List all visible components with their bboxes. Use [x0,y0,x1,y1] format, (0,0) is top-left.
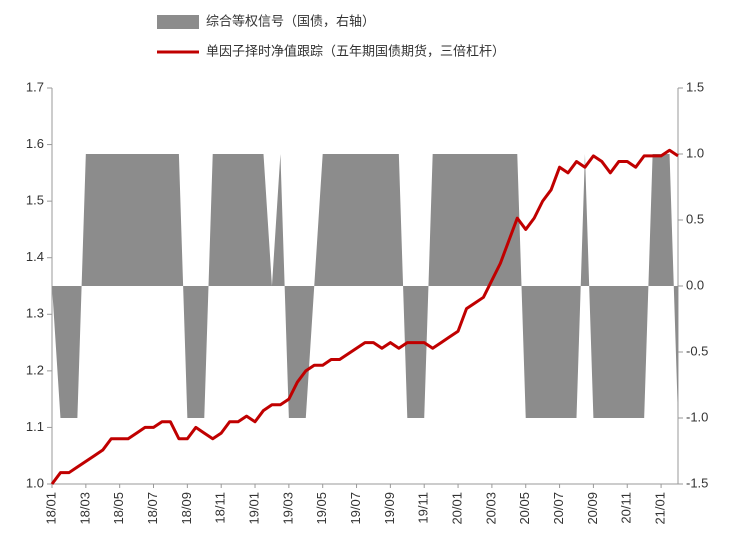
legend-label: 单因子择时净值跟踪（五年期国债期货，三倍杠杆） [206,43,505,58]
x-tick-label: 20/05 [517,492,532,525]
y-tick-label: 1.1 [26,419,44,434]
y2-tick-label: -1.0 [686,409,708,424]
y2-tick-label: 1.5 [686,79,704,94]
x-tick-label: 19/03 [280,492,295,525]
y-tick-label: 1.2 [26,362,44,377]
x-tick-label: 20/03 [483,492,498,525]
signal-area [52,154,678,418]
y-tick-label: 1.6 [26,136,44,151]
x-tick-label: 18/09 [179,492,194,525]
y2-tick-label: -1.5 [686,475,708,490]
y-tick-label: 1.5 [26,193,44,208]
x-tick-label: 20/07 [551,492,566,525]
x-tick-label: 18/01 [43,492,58,525]
y2-tick-label: 0.0 [686,277,704,292]
x-tick-label: 20/09 [585,492,600,525]
x-tick-label: 21/01 [653,492,668,525]
y-tick-label: 1.0 [26,475,44,490]
x-tick-label: 18/03 [77,492,92,525]
y2-tick-label: 1.0 [686,145,704,160]
x-tick-label: 19/11 [416,492,431,524]
x-tick-label: 19/07 [348,492,363,525]
y2-tick-label: -0.5 [686,343,708,358]
y-tick-label: 1.7 [26,79,44,94]
x-tick-label: 18/07 [145,492,160,525]
y-tick-label: 1.4 [26,249,44,264]
x-tick-label: 18/11 [213,492,228,524]
nav-line [50,148,679,485]
y-tick-label: 1.3 [26,306,44,321]
legend-swatch [157,15,199,29]
x-tick-label: 19/01 [246,492,261,525]
x-tick-label: 19/05 [314,492,329,525]
x-tick-label: 18/05 [111,492,126,525]
y2-tick-label: 0.5 [686,211,704,226]
x-tick-label: 20/01 [449,492,464,525]
legend-label: 综合等权信号（国债，右轴） [206,13,375,28]
x-tick-label: 20/11 [619,492,634,524]
x-tick-label: 19/09 [382,492,397,525]
